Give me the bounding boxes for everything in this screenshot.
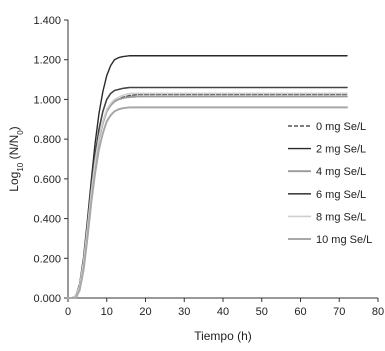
- x-tick-label: 20: [139, 306, 151, 318]
- y-tick-label: 0.400: [33, 214, 61, 226]
- x-tick-label: 60: [294, 306, 306, 318]
- series-line-4: [67, 92, 348, 299]
- legend: 0 mg Se/L 2 mg Se/L 4 mg Se/L 6 mg Se/L 8 mg…: [288, 121, 372, 246]
- y-tick-label: 0.800: [33, 134, 61, 146]
- x-axis-title: Tiempo (h): [194, 329, 252, 343]
- x-tick-label: 10: [101, 306, 113, 318]
- x-tick-label: 30: [178, 306, 190, 318]
- legend-label-3: 6 mg Se/L: [316, 189, 366, 201]
- y-tick-label: 1.000: [33, 94, 61, 106]
- series-line-1: [67, 55, 348, 299]
- legend-label-2: 4 mg Se/L: [316, 166, 366, 178]
- x-tick-label: 50: [256, 306, 268, 318]
- y-axis-title: Log10 (N/N0): [7, 126, 25, 191]
- y-tick-label: 0.200: [33, 253, 61, 265]
- legend-label-0: 0 mg Se/L: [316, 121, 366, 133]
- y-tick-label: 0.600: [33, 174, 61, 186]
- series-line-0: [67, 93, 348, 299]
- x-tick-label: 40: [217, 306, 229, 318]
- legend-label-1: 2 mg Se/L: [316, 144, 366, 156]
- axes: 0.000 0.200 0.400 0.600 0.800 1.000 1.200 1.400…: [33, 15, 384, 318]
- series-line-5: [67, 106, 348, 299]
- legend-label-5: 10 mg Se/L: [316, 234, 372, 246]
- x-tick-label: 80: [372, 306, 384, 318]
- legend-label-4: 8 mg Se/L: [316, 211, 366, 223]
- series-layer: [67, 55, 348, 299]
- y-tick-label: 1.200: [33, 55, 61, 67]
- series-line-2: [67, 95, 348, 299]
- y-tick-label: 0.000: [33, 293, 61, 305]
- x-tick-label: 70: [333, 306, 345, 318]
- series-line-3: [67, 86, 348, 299]
- y-tick-label: 1.400: [33, 15, 61, 27]
- x-tick-label: 0: [65, 306, 71, 318]
